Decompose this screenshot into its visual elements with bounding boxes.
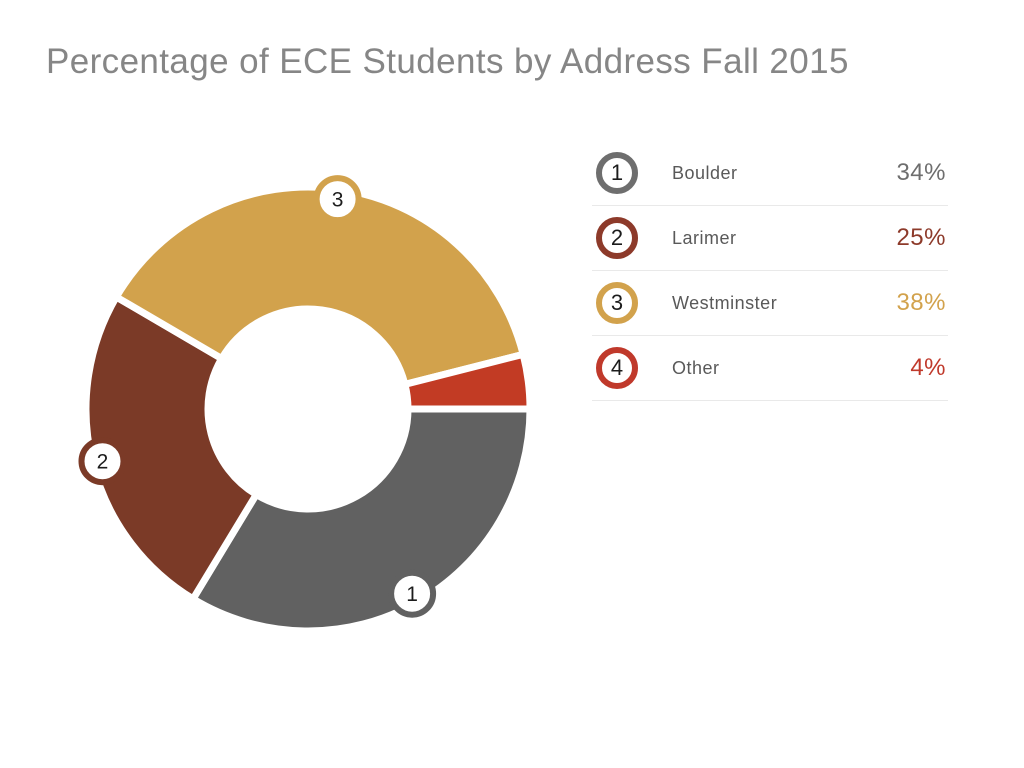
- legend-label: Other: [672, 357, 720, 378]
- donut-badge-3: 3: [313, 175, 362, 224]
- donut-badge-1: 1: [388, 569, 437, 618]
- legend-label: Westminster: [672, 292, 778, 313]
- legend-label: Larimer: [672, 227, 737, 248]
- legend-value: 34%: [896, 159, 946, 186]
- legend-label: Boulder: [672, 162, 738, 183]
- legend-rank-badge: 4: [596, 347, 638, 389]
- legend-row: 1 Boulder 34%: [592, 141, 948, 206]
- donut-badge-ring: [78, 437, 127, 486]
- legend-value: 4%: [910, 354, 946, 381]
- donut-segment-other: [400, 350, 534, 413]
- legend-rank-badge: 3: [596, 282, 638, 324]
- legend-rank-badge: 2: [596, 217, 638, 259]
- donut-badge-ring: [313, 175, 362, 224]
- donut-segment-larimer: [82, 292, 262, 604]
- legend-row: 2 Larimer 25%: [592, 206, 948, 271]
- donut-segment-westminster: [111, 183, 528, 389]
- donut-badge-number: 2: [97, 451, 109, 474]
- donut-badge-2: 2: [78, 437, 127, 486]
- donut-badge-number: 3: [332, 188, 344, 211]
- donut-badge-ring: [388, 569, 437, 618]
- chart-title: Percentage of ECE Students by Address Fa…: [46, 42, 849, 81]
- donut-badge-number: 1: [406, 583, 418, 606]
- legend-row: 3 Westminster 38%: [592, 271, 948, 336]
- legend: 1 Boulder 34% 2 Larimer 25% 3 Westminste…: [592, 141, 948, 401]
- legend-rank-badge: 1: [596, 152, 638, 194]
- donut-segment-boulder: [188, 405, 534, 635]
- legend-value: 38%: [896, 289, 946, 316]
- legend-row: 4 Other 4%: [592, 336, 948, 401]
- legend-value: 25%: [896, 224, 946, 251]
